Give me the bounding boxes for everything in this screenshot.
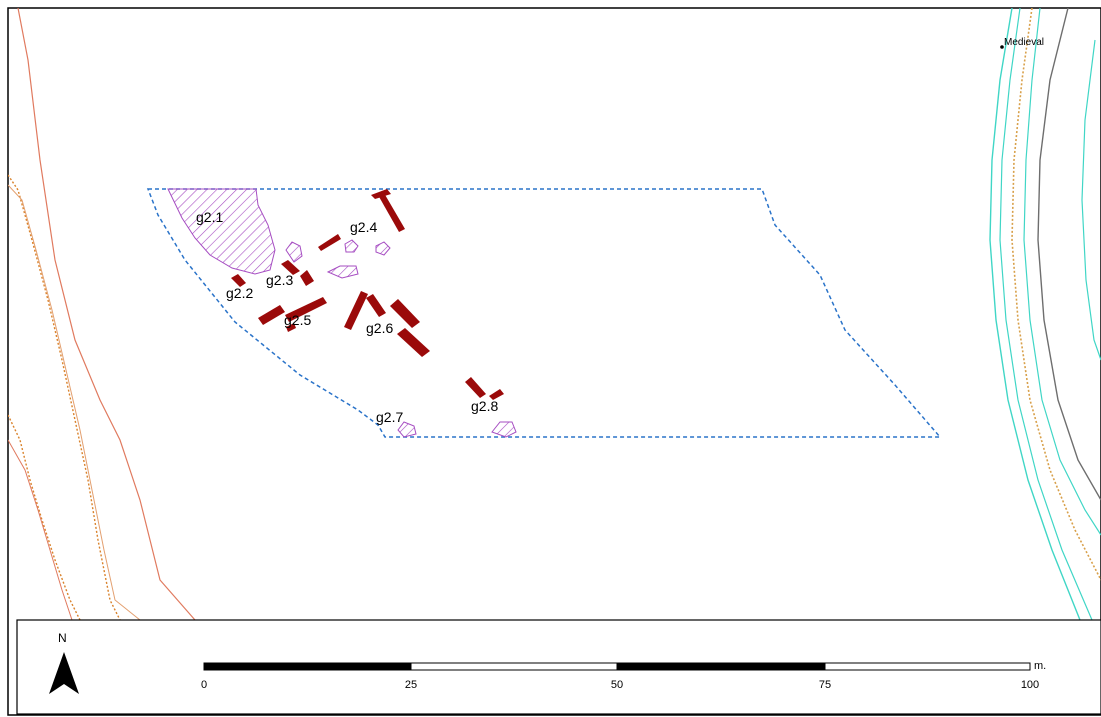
hatched-features (167, 188, 517, 438)
contour-line-salmon (17, 8, 196, 620)
red-feature (366, 294, 386, 317)
feature-blob-1 (285, 241, 303, 263)
scale-segment-black (616, 662, 826, 671)
label-g2-5: g2.5 (284, 312, 311, 328)
scale-tick-label: 0 (201, 679, 207, 691)
contour-line-orange-2 (8, 184, 141, 620)
red-features (231, 189, 504, 400)
red-feature (465, 377, 486, 398)
red-feature (390, 299, 420, 328)
label-g2-1: g2.1 (196, 209, 223, 225)
feature-labels: g2.1 g2.2 g2.3 g2.4 g2.5 g2.6 g2.7 g2.8 (196, 209, 498, 425)
red-feature (318, 234, 341, 251)
river-line-orange (1011, 8, 1101, 581)
red-feature (489, 389, 504, 400)
red-feature (281, 260, 300, 275)
right-river-lines (989, 8, 1101, 620)
feature-g2-7-area (397, 421, 417, 438)
left-contours (8, 8, 196, 620)
feature-g2-8-area (491, 421, 517, 438)
scale-tick-label: 25 (405, 679, 417, 691)
red-feature (378, 193, 405, 232)
scale-bar: m. 0 25 50 75 100 (201, 660, 1046, 691)
label-g2-4: g2.4 (350, 219, 377, 235)
red-feature (258, 305, 285, 325)
red-feature (344, 291, 368, 330)
river-line-teal-3 (1023, 8, 1101, 536)
river-line-teal-2 (999, 8, 1093, 620)
scale-tick-label: 100 (1021, 679, 1039, 691)
medieval-point-marker (1000, 45, 1004, 49)
red-feature (300, 270, 314, 286)
scale-segment-white (824, 662, 1031, 671)
red-feature (286, 323, 296, 332)
feature-blob-4 (326, 265, 359, 279)
medieval-annotation: Medieval (1004, 37, 1044, 48)
trench-outline (146, 188, 942, 438)
north-label: N (58, 631, 67, 645)
label-g2-7: g2.7 (376, 409, 403, 425)
river-line-teal-4 (1081, 39, 1101, 361)
north-arrow-icon (49, 652, 79, 694)
scale-tick-label: 50 (611, 679, 623, 691)
feature-g2-1-area (167, 188, 276, 275)
scale-segment-white (410, 662, 618, 671)
river-line-grey (1037, 8, 1101, 501)
river-line-teal-1 (989, 8, 1081, 620)
legend-box: N m. 0 25 50 75 100 (16, 619, 1101, 715)
feature-blob-2 (344, 239, 359, 253)
red-feature (231, 274, 246, 287)
scale-tick-label: 75 (819, 679, 831, 691)
contour-line-orange-1 (8, 174, 121, 620)
label-g2-2: g2.2 (226, 285, 253, 301)
red-feature (285, 297, 327, 322)
feature-blob-3 (375, 241, 391, 256)
label-g2-3: g2.3 (266, 272, 293, 288)
label-g2-6: g2.6 (366, 320, 393, 336)
scale-unit: m. (1034, 660, 1046, 672)
scale-segment-black (203, 662, 412, 671)
red-feature (397, 328, 430, 357)
label-g2-8: g2.8 (471, 398, 498, 414)
map-border (7, 7, 1101, 716)
contour-line-salmon-2 (8, 439, 73, 620)
